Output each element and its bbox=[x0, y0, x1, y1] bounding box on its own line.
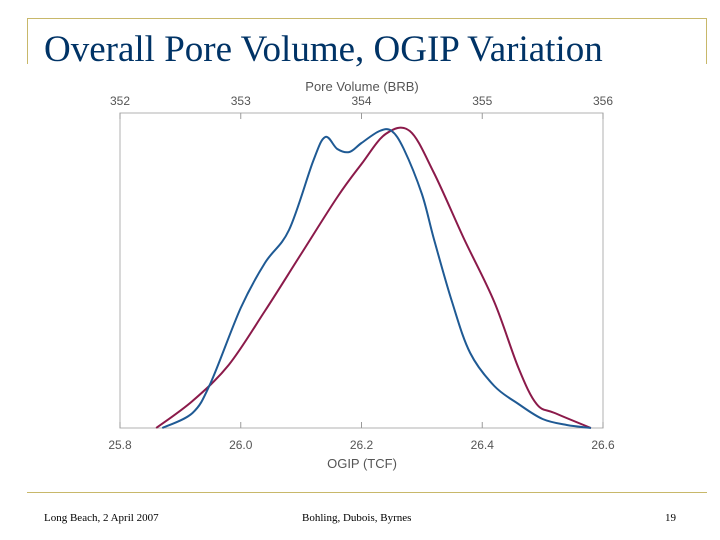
annotation-line: s.d. = 0.11 TCF bbox=[184, 169, 270, 183]
left-decor-bracket bbox=[27, 18, 28, 64]
bottom-tick-label: 26.0 bbox=[229, 438, 253, 452]
top-tick-label: 356 bbox=[593, 94, 613, 108]
bottom-decor-line bbox=[27, 492, 707, 493]
top-tick-label: 353 bbox=[231, 94, 251, 108]
annotation-line: OGIP bbox=[184, 137, 215, 151]
bottom-axis-label: OGIP (TCF) bbox=[327, 456, 397, 471]
bottom-tick-label: 26.2 bbox=[350, 438, 374, 452]
slide-title: Overall Pore Volume, OGIP Variation bbox=[44, 29, 603, 70]
annotation-line: mean = 26.2 TCF bbox=[184, 153, 282, 167]
annotation-line: Pore Volume bbox=[474, 191, 546, 205]
bottom-tick-label: 26.6 bbox=[591, 438, 615, 452]
footer-location-date: Long Beach, 2 April 2007 bbox=[44, 512, 159, 524]
top-tick-label: 352 bbox=[110, 94, 130, 108]
pore-volume-annotation: Pore Volume mean = 354.1 BRB s.d. = 0.58 B… bbox=[474, 191, 580, 253]
top-decor-line bbox=[27, 18, 707, 19]
annotation-line: c.v. = 0.16% bbox=[474, 239, 542, 253]
bottom-tick-label: 25.8 bbox=[108, 438, 132, 452]
top-axis-label: Pore Volume (BRB) bbox=[305, 79, 418, 94]
footer-authors: Bohling, Dubois, Byrnes bbox=[302, 512, 412, 524]
annotation-line: s.d. = 0.58 BRB bbox=[474, 223, 562, 237]
top-tick-label: 354 bbox=[351, 94, 371, 108]
ogip-annotation: OGIP mean = 26.2 TCF s.d. = 0.11 TCF c.v. =… bbox=[184, 137, 282, 199]
page-number: 19 bbox=[665, 512, 676, 524]
pore-volume-curve bbox=[155, 126, 592, 429]
ogip-curve bbox=[161, 128, 592, 429]
right-decor-bracket bbox=[706, 18, 707, 64]
top-axis: 352 353 354 355 356 bbox=[110, 94, 613, 119]
top-tick-label: 355 bbox=[472, 94, 492, 108]
annotation-line: c.v. = 0.41% bbox=[184, 185, 252, 199]
bottom-tick-label: 26.4 bbox=[471, 438, 495, 452]
annotation-line: mean = 354.1 BRB bbox=[474, 207, 580, 221]
bottom-axis: 25.8 26.0 26.2 26.4 26.6 bbox=[108, 422, 615, 452]
